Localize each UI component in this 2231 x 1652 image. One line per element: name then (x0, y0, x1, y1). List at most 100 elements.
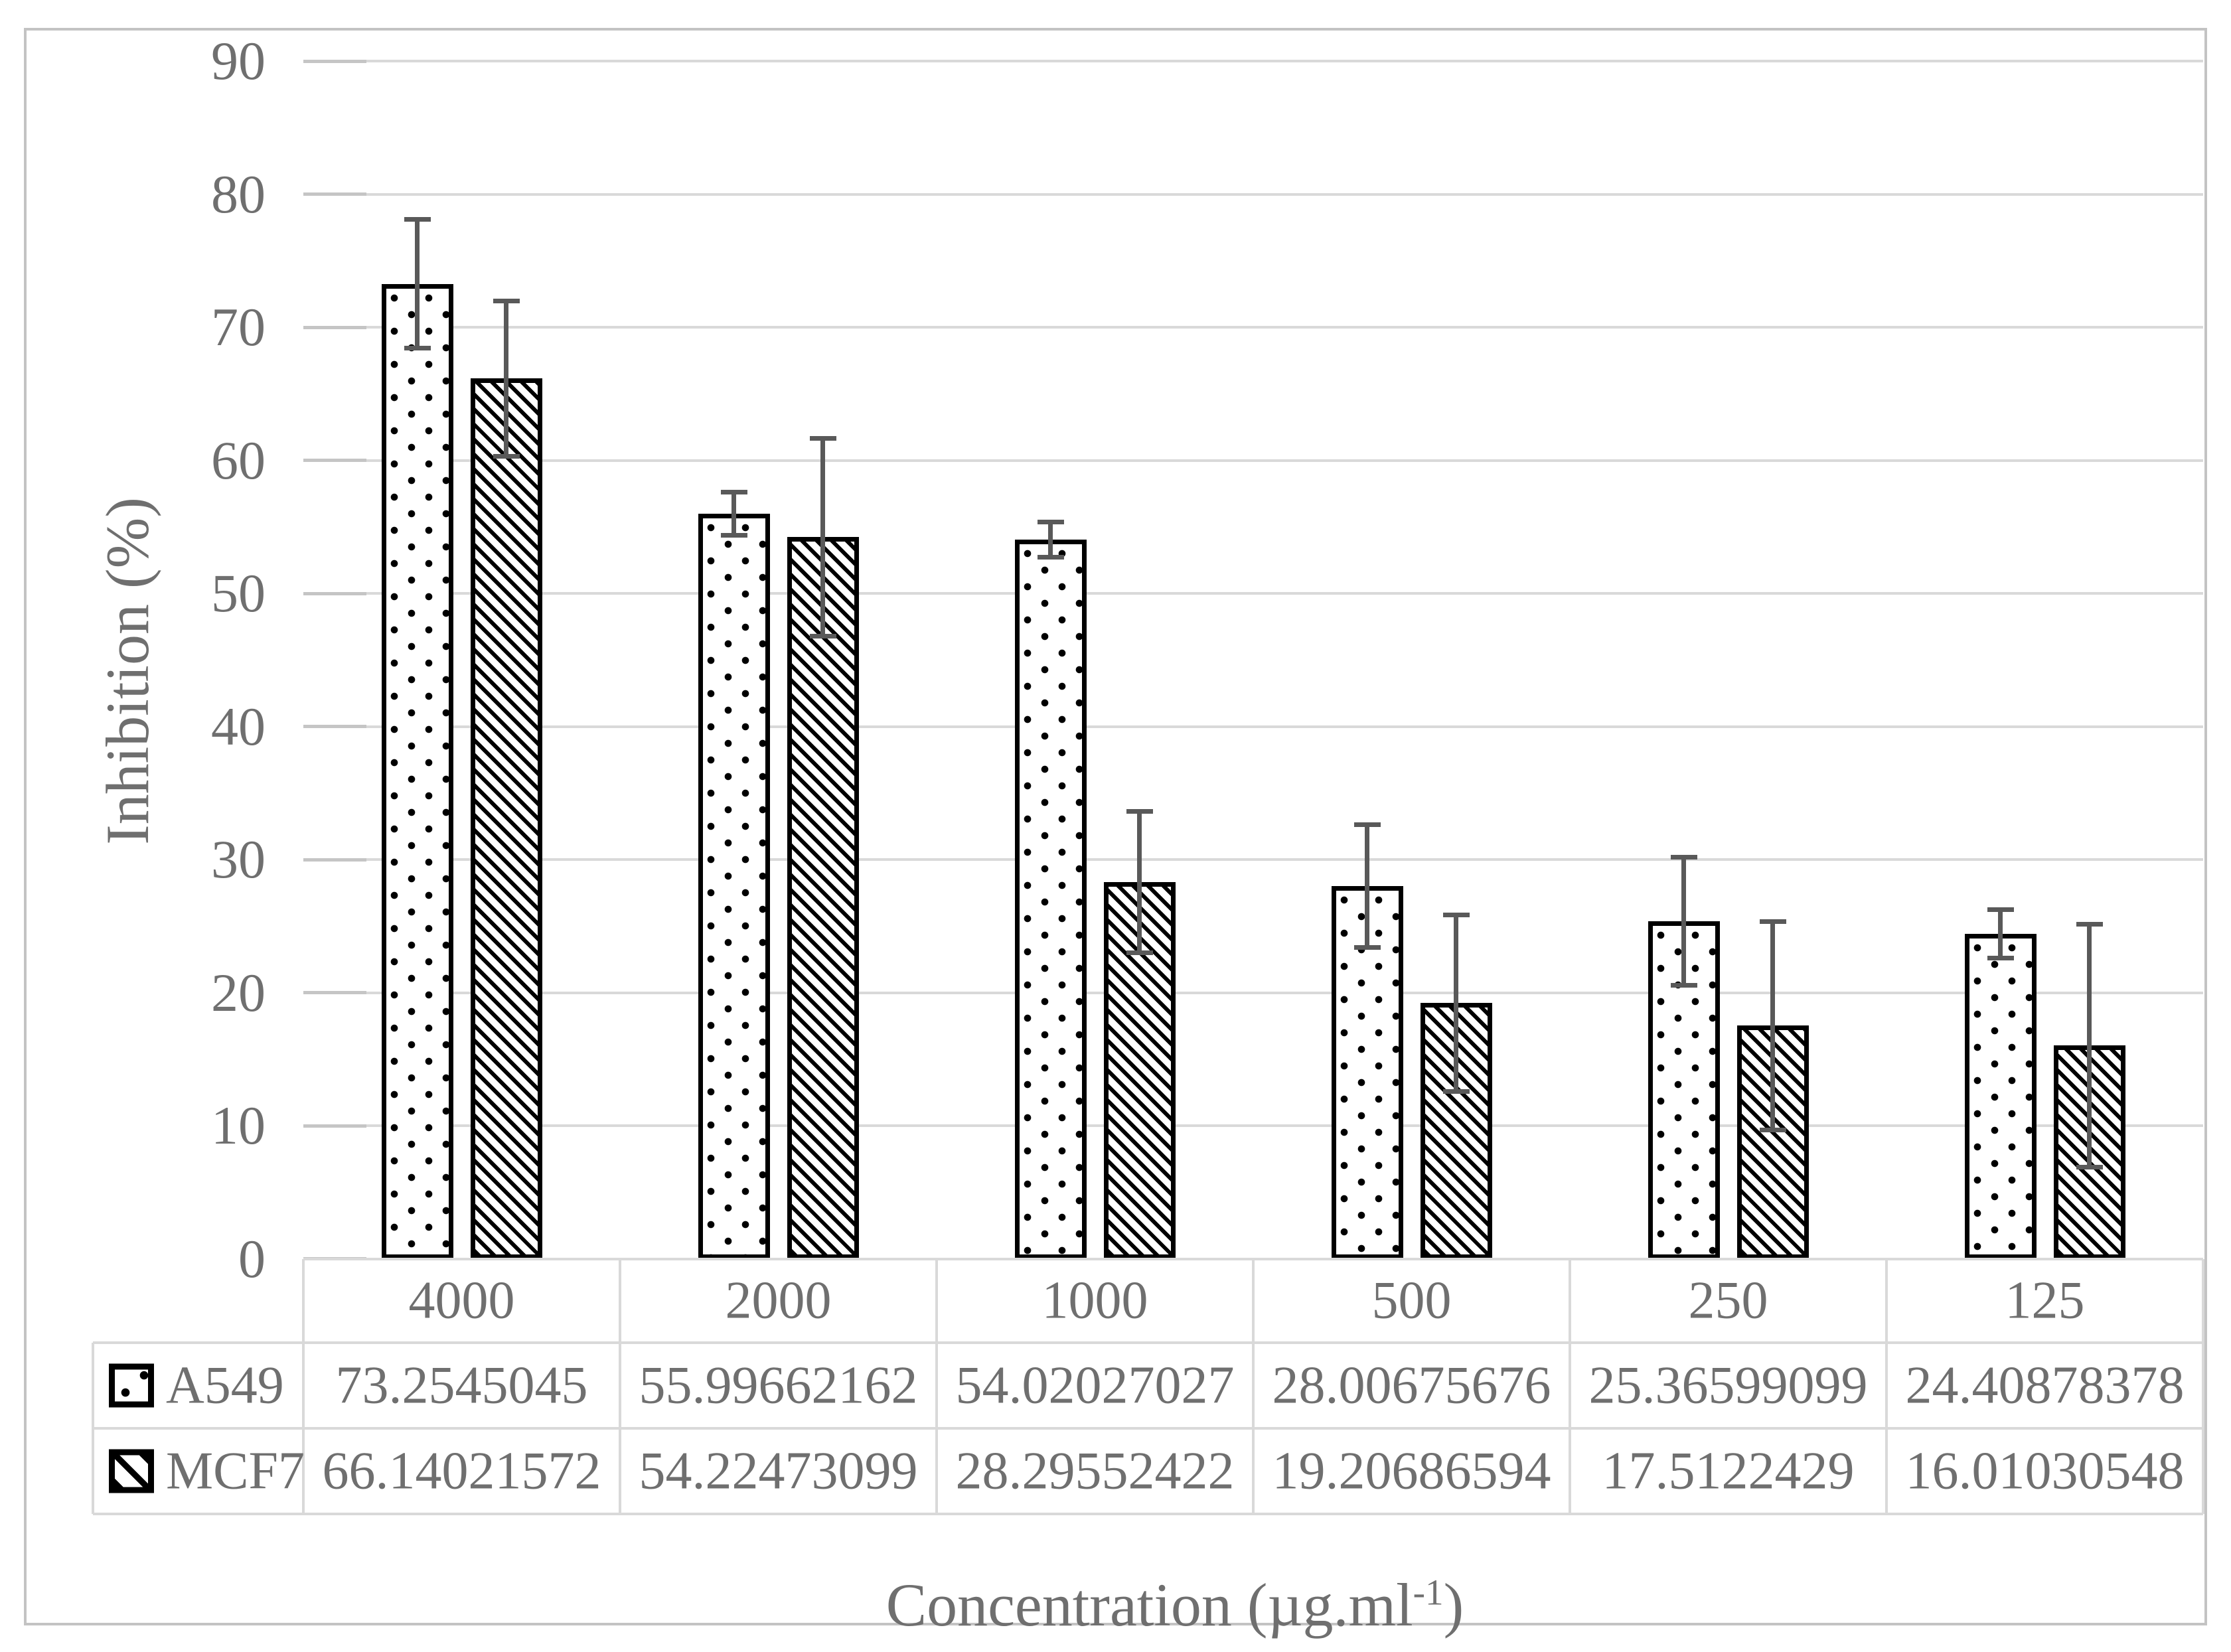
error-bar-mcf7 (809, 435, 836, 638)
error-bar-cap-top (1126, 808, 1153, 814)
table-value-cell: 54.22473099 (639, 1442, 918, 1500)
table-value-cell: 16.01030548 (1905, 1442, 2185, 1500)
gridline (303, 192, 2203, 196)
table-value-cell: 28.00675676 (1272, 1356, 1551, 1414)
error-bar-a549 (404, 217, 431, 350)
y-axis-tick (303, 991, 366, 994)
gridline (303, 725, 2203, 728)
error-bar-a549 (1670, 854, 1697, 988)
table-border-vertical (1569, 1259, 1571, 1514)
error-bar-cap-bottom (2076, 1164, 2103, 1169)
table-border-vertical (935, 1259, 938, 1514)
error-bar-line (504, 299, 508, 459)
error-bar-mcf7 (2076, 922, 2103, 1169)
gridline (303, 1124, 2203, 1127)
error-bar-line (2087, 922, 2092, 1169)
error-bar-cap-top (1987, 907, 2014, 912)
bar-a549 (698, 513, 770, 1260)
bar-a549 (1964, 934, 2037, 1260)
bar-a549 (1014, 540, 1087, 1260)
error-bar-cap-bottom (1353, 945, 1381, 950)
gridline (303, 991, 2203, 994)
error-bar-cap-bottom (1442, 1089, 1470, 1094)
y-axis-tick (303, 59, 366, 63)
x-axis-title-superscript: -1 (1413, 1572, 1444, 1613)
bar-a549 (1331, 885, 1403, 1260)
error-bar-a549 (1987, 907, 2014, 961)
table-legend-cell-mcf7: MCF7 (109, 1441, 305, 1501)
y-axis-tick (303, 858, 366, 862)
y-tick-label: 90 (211, 31, 266, 91)
error-bar-line (1454, 913, 1458, 1094)
error-bar-cap-bottom (720, 532, 747, 538)
table-value-cell: 17.5122429 (1602, 1442, 1855, 1500)
error-bar-cap-top (1037, 520, 1064, 525)
table-value-cell: 54.02027027 (955, 1356, 1235, 1414)
y-axis-tick (303, 725, 366, 728)
legend-key-a549 (109, 1363, 154, 1408)
y-axis-tick (303, 591, 366, 595)
bar-mcf7 (470, 378, 542, 1260)
y-tick-label: 60 (211, 429, 266, 490)
error-bar-cap-bottom (1037, 555, 1064, 560)
table-category-cell: 4000 (408, 1271, 515, 1330)
error-bar-mcf7 (1442, 913, 1470, 1094)
y-axis-tick (303, 325, 366, 329)
series-label-a549: A549 (166, 1356, 284, 1414)
gridline (303, 60, 2203, 62)
x-axis-title-text: Concentration (µg.ml (885, 1571, 1413, 1639)
table-border-horizontal (93, 1341, 2203, 1344)
gridline (303, 326, 2203, 329)
gridline (303, 459, 2203, 462)
y-tick-label: 50 (211, 563, 266, 623)
table-border-vertical (1885, 1259, 1888, 1514)
legend-key-mcf7 (109, 1449, 154, 1493)
x-axis-title-close: ) (1443, 1571, 1464, 1639)
table-value-cell: 73.2545045 (335, 1356, 588, 1414)
error-bar-line (1770, 919, 1775, 1132)
y-tick-label: 40 (211, 696, 266, 757)
error-bar-mcf7 (1759, 919, 1786, 1132)
y-axis-tick (303, 459, 366, 462)
table-border-horizontal (93, 1427, 2203, 1430)
table-border-vertical (302, 1259, 305, 1514)
error-bar-a549 (1037, 520, 1064, 560)
error-bar-cap-top (2076, 922, 2103, 927)
table-border-vertical (1252, 1259, 1255, 1514)
table-border-horizontal (93, 1513, 2203, 1515)
error-bar-line (731, 489, 736, 538)
error-bar-cap-bottom (1670, 983, 1697, 988)
error-bar-line (1048, 520, 1053, 560)
error-bar-cap-top (1759, 919, 1786, 924)
error-bar-cap-top (493, 299, 520, 304)
error-bar-cap-bottom (1987, 956, 2014, 961)
y-tick-label: 70 (211, 297, 266, 357)
table-value-cell: 19.20686594 (1272, 1442, 1551, 1500)
error-bar-line (1137, 808, 1142, 956)
error-bar-line (1998, 907, 2003, 961)
y-axis-tick (303, 192, 366, 196)
error-bar-cap-top (1353, 822, 1381, 827)
gridline (303, 592, 2203, 595)
error-bar-cap-bottom (1759, 1127, 1786, 1132)
table-value-cell: 66.14021572 (322, 1442, 601, 1500)
table-value-cell: 28.29552422 (955, 1442, 1235, 1500)
error-bar-cap-top (404, 217, 431, 222)
error-bar-line (820, 435, 825, 638)
gridline (303, 858, 2203, 861)
error-bar-cap-bottom (493, 453, 520, 459)
table-value-cell: 25.36599099 (1588, 1356, 1868, 1414)
error-bar-line (1365, 822, 1369, 950)
table-value-cell: 24.40878378 (1905, 1356, 2185, 1414)
table-border-vertical (92, 1343, 94, 1514)
error-bar-line (1681, 854, 1686, 988)
table-legend-cell-a549: A549 (109, 1355, 284, 1416)
y-tick-label: 80 (211, 163, 266, 224)
bar-mcf7 (787, 537, 859, 1260)
y-axis-tick (303, 1124, 366, 1128)
error-bar-cap-bottom (1126, 950, 1153, 956)
y-tick-label: 0 (238, 1228, 266, 1289)
error-bar-cap-top (1670, 854, 1697, 860)
table-category-cell: 125 (2005, 1271, 2085, 1330)
